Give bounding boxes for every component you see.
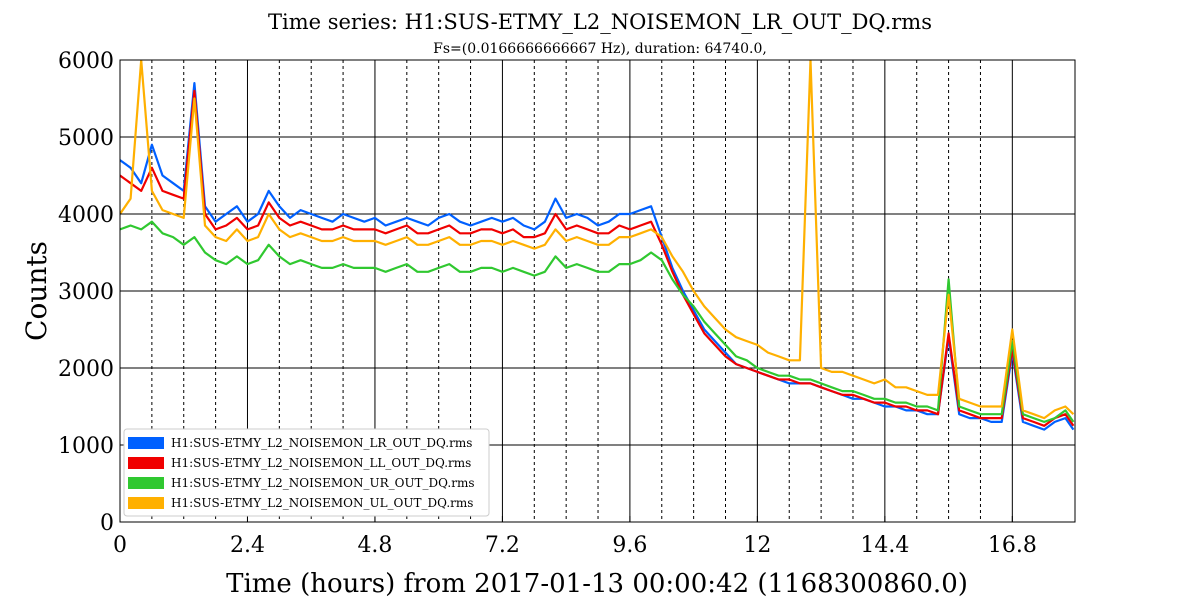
y-tick-label: 0 — [100, 511, 114, 536]
series-line-1 — [120, 82, 1075, 431]
legend-box — [123, 428, 490, 517]
y-tick-label: 6000 — [58, 49, 114, 74]
x-tick-label: 2.4 — [230, 533, 265, 558]
x-tick-label: 9.6 — [612, 533, 647, 558]
legend-swatch-3 — [128, 477, 164, 489]
series-line-4 — [120, 60, 1075, 420]
legend-swatch-1 — [128, 437, 164, 449]
chart-title: Time series: H1:SUS-ETMY_L2_NOISEMON_LR_… — [268, 10, 932, 34]
x-tick-label: 7.2 — [485, 533, 520, 558]
y-tick-label: 2000 — [58, 357, 114, 382]
legend: H1:SUS-ETMY_L2_NOISEMON_LR_OUT_DQ.rms H1:… — [123, 428, 490, 517]
x-tick-label: 4.8 — [357, 533, 392, 558]
series-line-2 — [120, 89, 1075, 427]
y-axis-label: Counts — [20, 241, 53, 341]
legend-label-2: H1:SUS-ETMY_L2_NOISEMON_LL_OUT_DQ.rms — [171, 456, 471, 470]
x-tick-label: 16.8 — [988, 533, 1037, 558]
legend-swatch-4 — [128, 497, 164, 509]
y-tick-label: 3000 — [58, 280, 114, 305]
x-axis-label: Time (hours) from 2017-01-13 00:00:42 (1… — [226, 569, 968, 599]
axis-ticks: 0 2.4 4.8 7.2 9.6 12 14.4 16.8 0 1000 2000 3000 4000… — [58, 49, 1037, 558]
x-tick-label: 14.4 — [860, 533, 909, 558]
y-tick-label: 1000 — [58, 434, 114, 459]
y-tick-label: 5000 — [58, 126, 114, 151]
series-line-3 — [120, 220, 1075, 423]
legend-swatch-2 — [128, 457, 164, 469]
legend-label-3: H1:SUS-ETMY_L2_NOISEMON_UR_OUT_DQ.rms — [171, 476, 475, 490]
x-tick-label: 12 — [743, 533, 771, 558]
x-tick-label: 0 — [113, 533, 127, 558]
chart-subtitle: Fs=(0.0166666666667 Hz), duration: 64740… — [433, 41, 767, 57]
legend-label-1: H1:SUS-ETMY_L2_NOISEMON_LR_OUT_DQ.rms — [171, 436, 472, 450]
legend-label-4: H1:SUS-ETMY_L2_NOISEMON_UL_OUT_DQ.rms — [171, 496, 473, 510]
series-lines — [120, 60, 1075, 431]
y-tick-label: 4000 — [58, 203, 114, 228]
